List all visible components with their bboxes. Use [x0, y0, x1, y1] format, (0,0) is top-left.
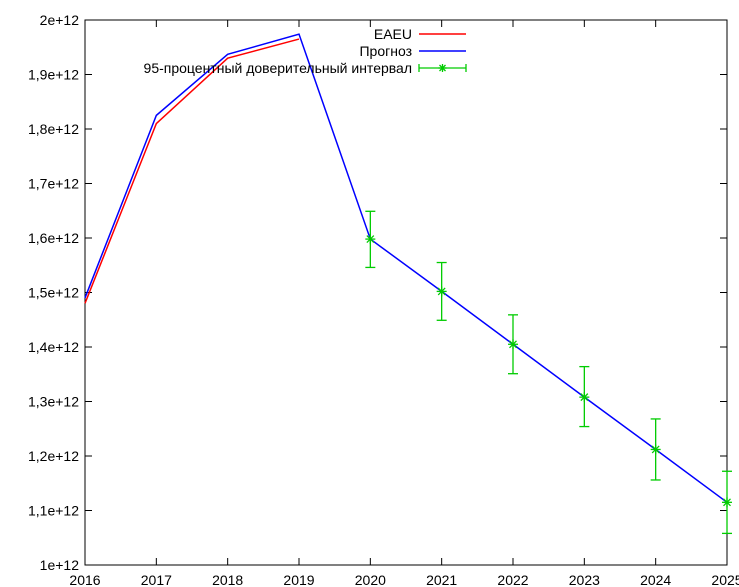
x-tick-label: 2017 [141, 572, 172, 587]
y-tick-label: 2e+12 [40, 12, 80, 28]
x-tick-label: 2024 [640, 572, 671, 587]
y-tick-label: 1,5e+12 [28, 285, 79, 301]
series-line-0 [84, 38, 300, 304]
error-bar-point [436, 261, 447, 321]
x-tick-label: 2019 [283, 572, 314, 587]
x-tick-label: 2021 [426, 572, 457, 587]
x-tick-label: 2018 [212, 572, 243, 587]
y-axis: 1e+12 1,1e+12 1,2e+12 1,3e+12 1,4e+12 1,5e+12… [28, 12, 727, 573]
plot-frame [84, 19, 728, 566]
error-bar-point [365, 210, 376, 269]
x-tick-label: 2023 [569, 572, 600, 587]
series-line-1 [84, 33, 728, 503]
y-tick-label: 1,8e+12 [28, 121, 79, 137]
legend-symbol-errorbar [418, 64, 467, 72]
x-axis: 2016 2017 2018 2019 2020 2021 2022 2023 2024 2025 [69, 20, 739, 587]
error-bar-point [650, 418, 661, 481]
x-tick-label: 2025 [711, 572, 739, 587]
y-tick-label: 1,6e+12 [28, 230, 79, 246]
legend-label: 95-процентный доверительный интервал [144, 60, 412, 76]
y-tick-label: 1,2e+12 [28, 448, 79, 464]
legend-label: Прогноз [359, 43, 412, 59]
error-bar-point [579, 365, 590, 428]
y-tick-label: 1e+12 [40, 557, 80, 573]
x-tick-label: 2016 [69, 572, 100, 587]
y-tick-label: 1,7e+12 [28, 176, 79, 192]
error-bar-point [508, 314, 518, 375]
y-tick-label: 1,1e+12 [28, 503, 79, 519]
y-tick-label: 1,4e+12 [28, 339, 79, 355]
y-tick-label: 1,9e+12 [28, 67, 79, 83]
legend-label: EAEU [374, 26, 412, 42]
error-bar-point [722, 470, 732, 535]
y-tick-label: 1,3e+12 [28, 394, 79, 410]
series-layer [84, 33, 732, 535]
x-tick-label: 2022 [497, 572, 528, 587]
x-tick-label: 2020 [355, 572, 386, 587]
